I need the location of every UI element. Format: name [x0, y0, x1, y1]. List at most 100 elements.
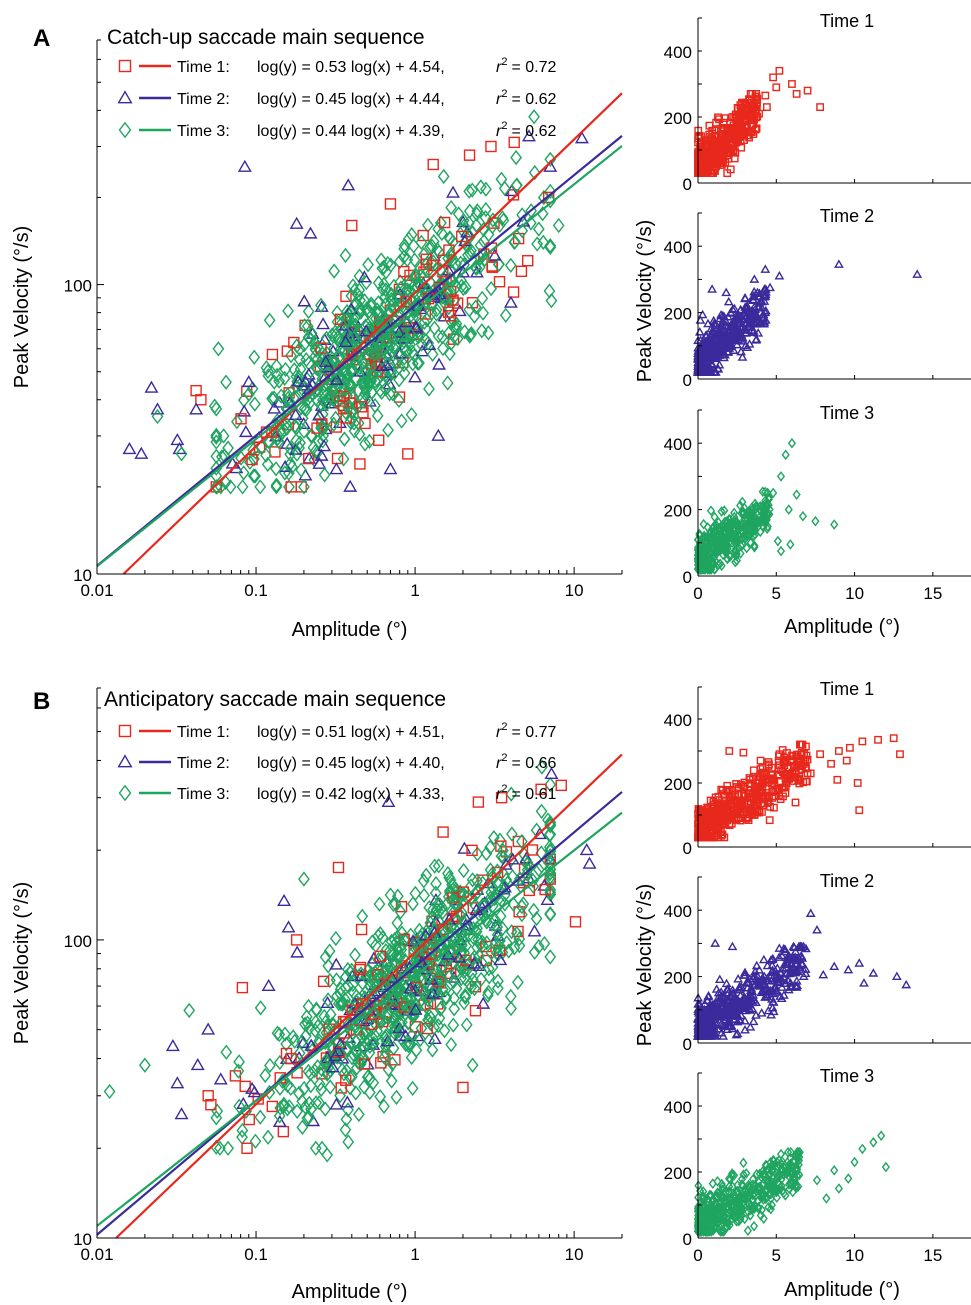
scatter-point	[496, 920, 509, 937]
scatter-point	[775, 750, 784, 759]
scatter-point	[718, 1224, 728, 1236]
scatter-point	[456, 932, 469, 948]
scatter-point	[302, 303, 315, 320]
scatter-point	[339, 381, 352, 398]
legend-equation: log(y) = 0.42 log(x) + 4.33,	[257, 786, 445, 803]
scatter-point	[404, 337, 416, 353]
scatter-point	[487, 212, 499, 228]
scatter-point	[745, 999, 755, 1009]
scatter-point	[486, 916, 498, 932]
scatter-point	[380, 1034, 395, 1047]
scatter-point	[407, 896, 419, 912]
scatter-point	[764, 758, 773, 766]
scatter-point	[775, 66, 784, 75]
scatter-point	[281, 920, 296, 933]
scatter-point	[756, 1008, 767, 1017]
scatter-point	[379, 963, 392, 979]
scatter-point	[471, 846, 484, 862]
scatter-point	[746, 1210, 755, 1221]
scatter-point	[776, 545, 786, 557]
scatter-point	[791, 1181, 800, 1192]
scatter-point	[769, 1155, 778, 1167]
scatter-point	[727, 144, 736, 153]
scatter-point	[749, 130, 758, 138]
scatter-point	[698, 1209, 707, 1221]
scatter-point	[736, 346, 746, 356]
scatter-point	[443, 943, 455, 960]
scatter-point	[708, 555, 717, 566]
scatter-point	[428, 320, 441, 336]
scatter-point	[456, 230, 468, 243]
scatter-point	[373, 1011, 386, 1027]
scatter-point	[874, 735, 882, 744]
scatter-point	[780, 978, 790, 988]
scatter-point	[290, 945, 305, 958]
r-symbol: r	[496, 123, 502, 140]
scatter-point	[272, 1114, 287, 1128]
scatter-point	[717, 520, 726, 532]
scatter-point	[750, 524, 759, 535]
scatter-point	[254, 1109, 267, 1125]
scatter-point	[755, 318, 766, 327]
scatter-point	[439, 290, 451, 307]
scatter-point	[512, 835, 525, 848]
scatter-point	[289, 216, 304, 229]
chart-title: Catch-up saccade main sequence	[107, 26, 425, 49]
scatter-point	[321, 350, 334, 367]
scatter-point	[728, 537, 737, 549]
scatter-point	[742, 1200, 751, 1211]
scatter-point	[495, 848, 508, 864]
scatter-point	[751, 976, 762, 985]
scatter-point	[290, 432, 303, 449]
scatter-point	[374, 359, 389, 372]
scatter-point	[427, 158, 439, 171]
scatter-point	[792, 1162, 801, 1173]
scatter-point	[712, 118, 721, 127]
scatter-point	[266, 348, 279, 361]
scatter-point	[231, 414, 243, 430]
scatter-point	[392, 1020, 407, 1034]
scatter-point	[212, 341, 225, 357]
scatter-point	[740, 292, 750, 302]
scatter-point	[421, 312, 433, 328]
scatter-point	[764, 1201, 773, 1213]
scatter-point	[430, 902, 443, 918]
scatter-point	[398, 265, 410, 278]
scatter-point	[710, 339, 721, 348]
scatter-point	[725, 1181, 734, 1192]
scatter-point	[382, 422, 394, 438]
scatter-point	[371, 408, 384, 424]
scatter-point	[236, 1122, 249, 1139]
scatter-point	[798, 510, 807, 522]
scatter-point	[339, 247, 352, 264]
scatter-point	[812, 925, 822, 934]
r-superscript: 2	[501, 88, 507, 100]
scatter-point	[740, 1015, 750, 1025]
scatter-point	[263, 312, 276, 328]
scatter-point	[379, 282, 392, 298]
y-tick-label: 200	[664, 775, 692, 794]
data-points	[693, 908, 912, 1040]
scatter-point	[406, 1080, 419, 1097]
scatter-point	[469, 299, 482, 315]
legend-r2: r2 = 0.72	[496, 56, 556, 76]
scatter-point	[724, 1217, 733, 1228]
scatter-point	[333, 348, 346, 365]
scatter-point	[386, 975, 398, 991]
scatter-point	[718, 786, 727, 795]
scatter-point	[210, 1110, 223, 1126]
scatter-point	[782, 957, 792, 967]
scatter-point	[713, 992, 724, 1001]
scatter-point	[724, 1010, 735, 1020]
scatter-point	[516, 833, 528, 850]
scatter-point	[454, 884, 467, 900]
scatter-point	[195, 394, 207, 406]
scatter-point	[473, 259, 486, 275]
scatter-point	[331, 452, 344, 465]
scatter-point	[408, 370, 422, 383]
scatter-point	[776, 471, 786, 482]
scatter-point	[797, 761, 806, 770]
scatter-point	[528, 109, 540, 125]
scatter-point	[706, 1019, 717, 1029]
scatter-point	[527, 872, 539, 889]
